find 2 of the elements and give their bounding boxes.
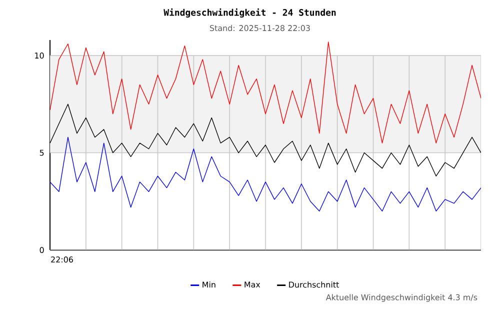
line-series bbox=[50, 136, 482, 212]
chart-title: Windgeschwindigkeit - 24 Stunden bbox=[164, 8, 336, 18]
